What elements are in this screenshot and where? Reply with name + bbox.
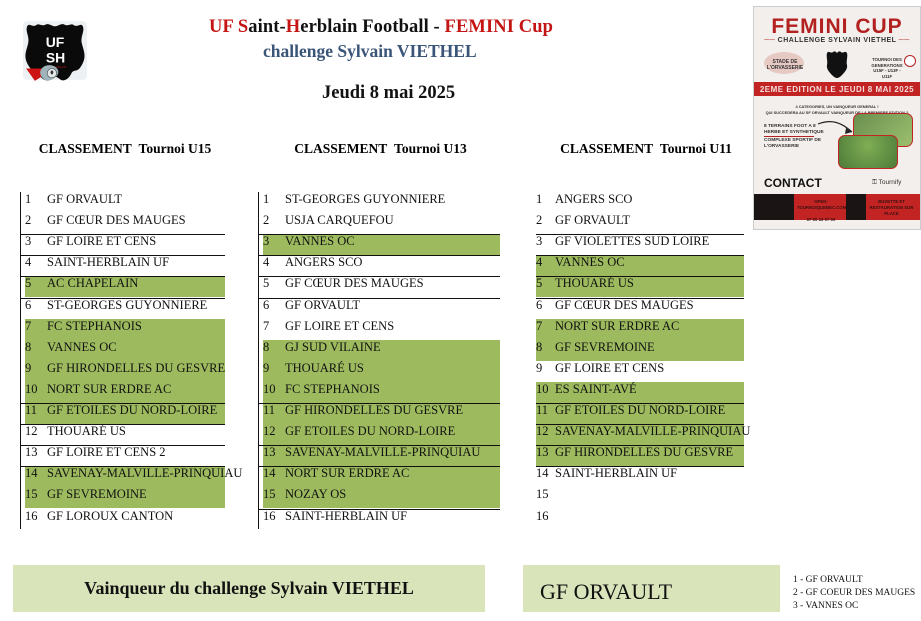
svg-text:UF: UF xyxy=(46,34,65,50)
svg-text:SH: SH xyxy=(46,49,65,65)
